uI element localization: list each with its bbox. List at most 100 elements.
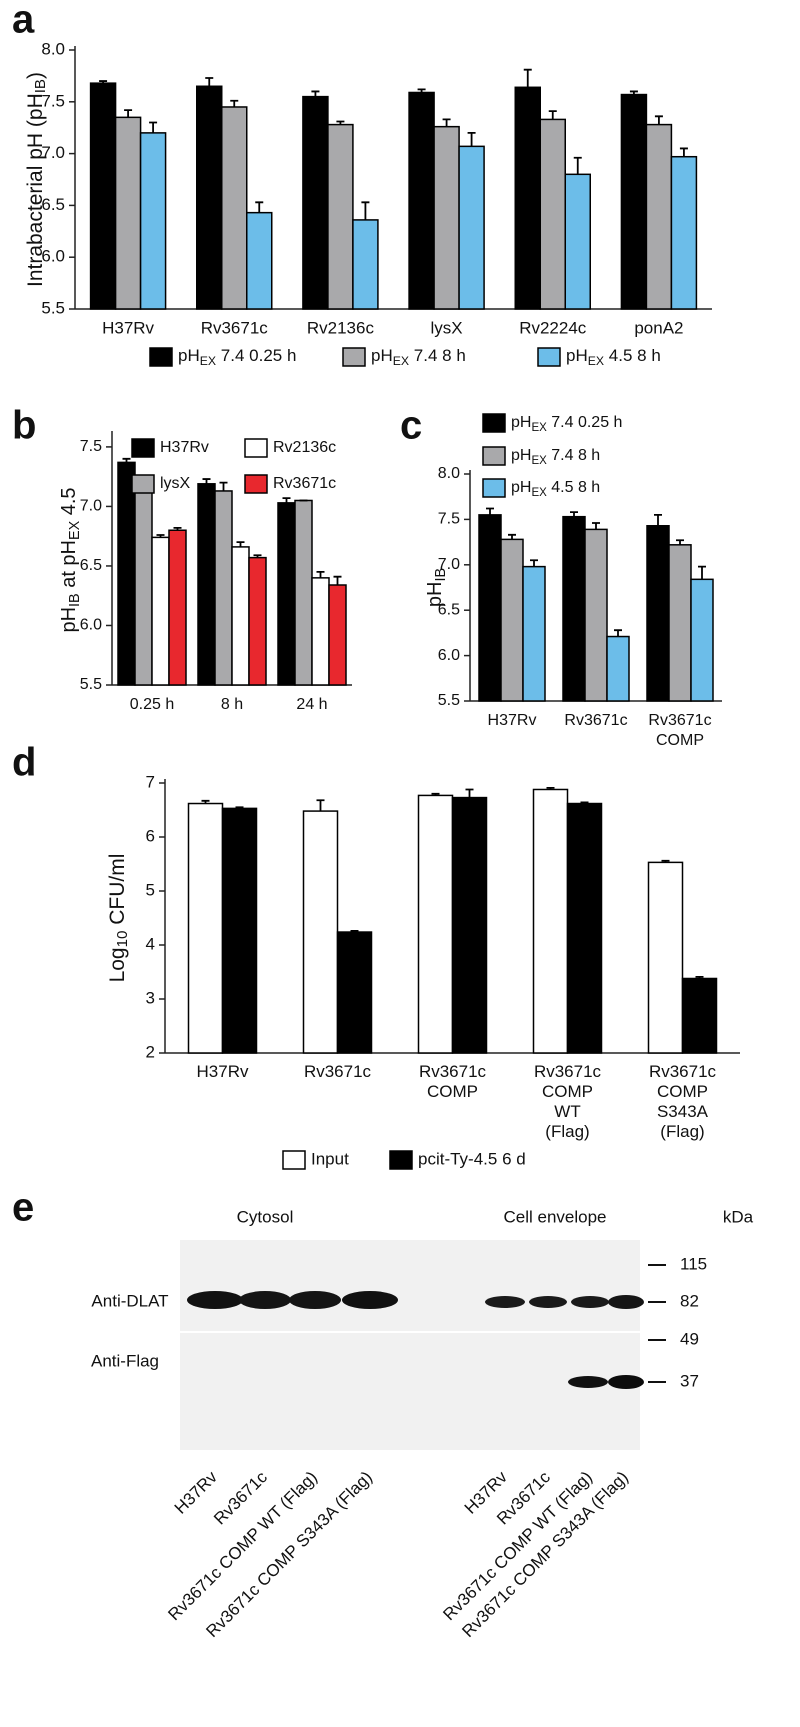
bar	[302, 95, 329, 310]
x-tick-label: lysX	[431, 318, 463, 337]
error-bar	[173, 526, 182, 531]
bar	[221, 807, 258, 1054]
text-part: Intrabacterial pH (pH	[24, 93, 47, 287]
band	[485, 1296, 525, 1308]
legend-swatch	[389, 1150, 413, 1170]
panel-label: e	[12, 1186, 34, 1230]
x-tick-label: Rv3671c COMP	[419, 1062, 487, 1101]
bar	[433, 125, 460, 310]
bar	[532, 788, 569, 1054]
bar	[562, 515, 586, 702]
legend-label: pHEX 7.4 0.25 h	[511, 414, 622, 434]
error-bar	[316, 571, 325, 578]
y-tick-label: 7.0	[41, 143, 65, 162]
legend-label: Input	[311, 1149, 349, 1168]
panel-label: a	[12, 0, 35, 42]
text-part: EX	[531, 487, 547, 499]
y-axis-title: pHIB at pHEX 4.5	[58, 487, 83, 632]
bar	[187, 802, 224, 1054]
bar	[246, 211, 273, 310]
error-bar	[202, 478, 211, 484]
legend-swatch	[244, 438, 268, 458]
band	[342, 1291, 398, 1309]
error-bar	[548, 110, 557, 120]
x-tick-label: Rv3671c COMP WT (Flag)	[534, 1062, 602, 1141]
y-tick-label: 6.5	[41, 195, 65, 214]
error-bar	[530, 559, 538, 567]
text-part: 7.4 0.25 h	[216, 346, 296, 365]
y-tick-label: 6	[146, 826, 155, 845]
text-part: pH	[178, 346, 200, 365]
text-part: IB	[433, 568, 449, 582]
y-tick-label: 6.5	[438, 601, 460, 618]
legend-swatch	[282, 1150, 306, 1170]
x-tick-line: H37Rv	[197, 1062, 249, 1081]
panel-label: b	[12, 404, 36, 448]
legend-label: pHEX 7.4 8 h	[371, 346, 466, 368]
error-bar	[654, 513, 662, 526]
x-tick-label: Rv3671c	[304, 1062, 372, 1081]
x-tick-line: Rv3671c	[648, 712, 711, 729]
marker-label: 49	[680, 1329, 699, 1348]
error-bar	[698, 565, 706, 580]
error-bar	[230, 99, 239, 107]
x-tick-line: COMP	[542, 1082, 593, 1101]
bar	[646, 525, 670, 702]
error-bar	[361, 201, 370, 220]
lane-group-title: Cytosol	[237, 1207, 294, 1226]
text-part: EX	[531, 422, 547, 434]
x-tick-label: 8 h	[221, 696, 243, 713]
bar	[681, 977, 718, 1054]
error-bar	[235, 806, 244, 809]
y-tick-label: 6.0	[438, 647, 460, 664]
band	[289, 1291, 341, 1309]
error-bar	[124, 109, 133, 118]
bar	[539, 118, 566, 310]
x-tick-line: Rv3671c	[534, 1062, 602, 1081]
bar	[311, 577, 330, 686]
error-bar	[350, 930, 359, 933]
bar	[302, 810, 339, 1054]
text-part: EX	[67, 520, 83, 540]
x-tick-label: 0.25 h	[130, 696, 174, 713]
y-tick-label: 5.5	[80, 676, 102, 693]
text-part: CFU/ml	[106, 854, 129, 931]
error-bar	[486, 507, 494, 515]
text-part: 7.4 0.25 h	[547, 414, 623, 431]
bar	[89, 82, 117, 310]
x-tick-line: (Flag)	[660, 1122, 704, 1141]
text-part: IB	[67, 593, 83, 607]
text-part: at pH	[58, 540, 80, 593]
text-part: Log	[106, 947, 129, 982]
y-tick-label: 6.0	[41, 247, 65, 266]
text-part: 4.5	[58, 487, 80, 520]
x-tick-label: Rv3671c COMP	[648, 712, 711, 749]
x-tick-label: H37Rv	[102, 318, 154, 337]
text-part: EX	[200, 354, 216, 368]
band	[187, 1291, 243, 1309]
x-tick-line: Rv3671c	[304, 1062, 372, 1081]
error-bar	[282, 497, 291, 503]
bar	[522, 565, 546, 702]
y-axis-title: Log10 CFU/ml	[106, 854, 131, 983]
legend-swatch	[342, 347, 366, 367]
error-bar	[219, 481, 228, 491]
error-bar	[676, 539, 684, 545]
error-bar	[122, 457, 131, 463]
band	[529, 1296, 567, 1308]
bar	[566, 802, 603, 1054]
legend-label: pHEX 4.5 8 h	[566, 346, 661, 368]
bar	[336, 931, 373, 1054]
bar	[584, 528, 608, 702]
legend-swatch	[149, 347, 173, 367]
x-tick-label: H37Rv	[488, 712, 537, 729]
text-part: pH	[511, 447, 531, 464]
x-tick-line: Rv3671c	[649, 1062, 717, 1081]
band	[571, 1296, 609, 1308]
y-tick-label: 5	[146, 880, 155, 899]
error-bar	[629, 90, 638, 95]
error-bar	[654, 115, 663, 125]
x-tick-line: COMP	[427, 1082, 478, 1101]
bar	[168, 529, 187, 686]
